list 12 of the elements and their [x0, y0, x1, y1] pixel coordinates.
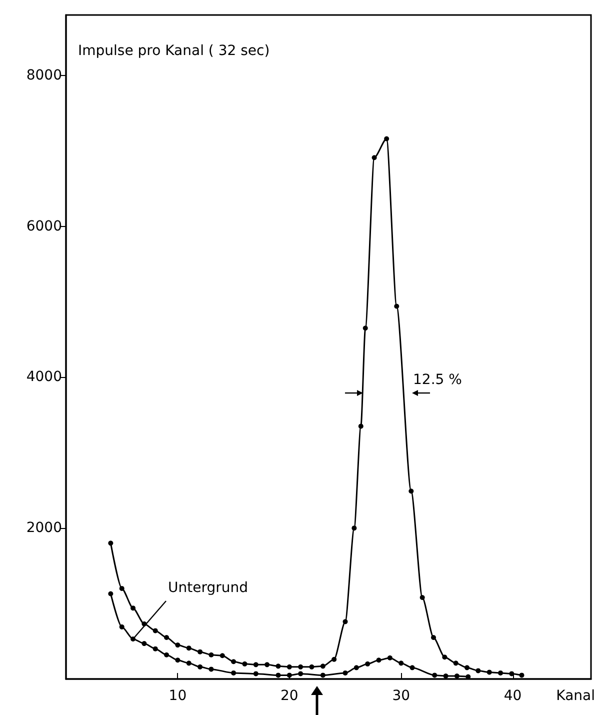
annotation: 12.5 % [413, 372, 462, 388]
y-axis-title: Impulse pro Kanal ( 32 sec) [78, 43, 270, 59]
y-tick-label: 2000 [26, 520, 62, 536]
y-tick-label: 6000 [26, 218, 62, 234]
y-tick-label: 4000 [26, 369, 62, 386]
x-tick-label: 10 [168, 688, 187, 704]
x-tick-label: 40 [504, 688, 522, 704]
y-tick-label: 8000 [26, 67, 62, 84]
annotation: Untergrund [168, 580, 248, 596]
x-axis-title: Kanal [556, 688, 596, 704]
x-tick-label: 20 [280, 688, 298, 704]
x-tick-label: 30 [392, 688, 410, 704]
